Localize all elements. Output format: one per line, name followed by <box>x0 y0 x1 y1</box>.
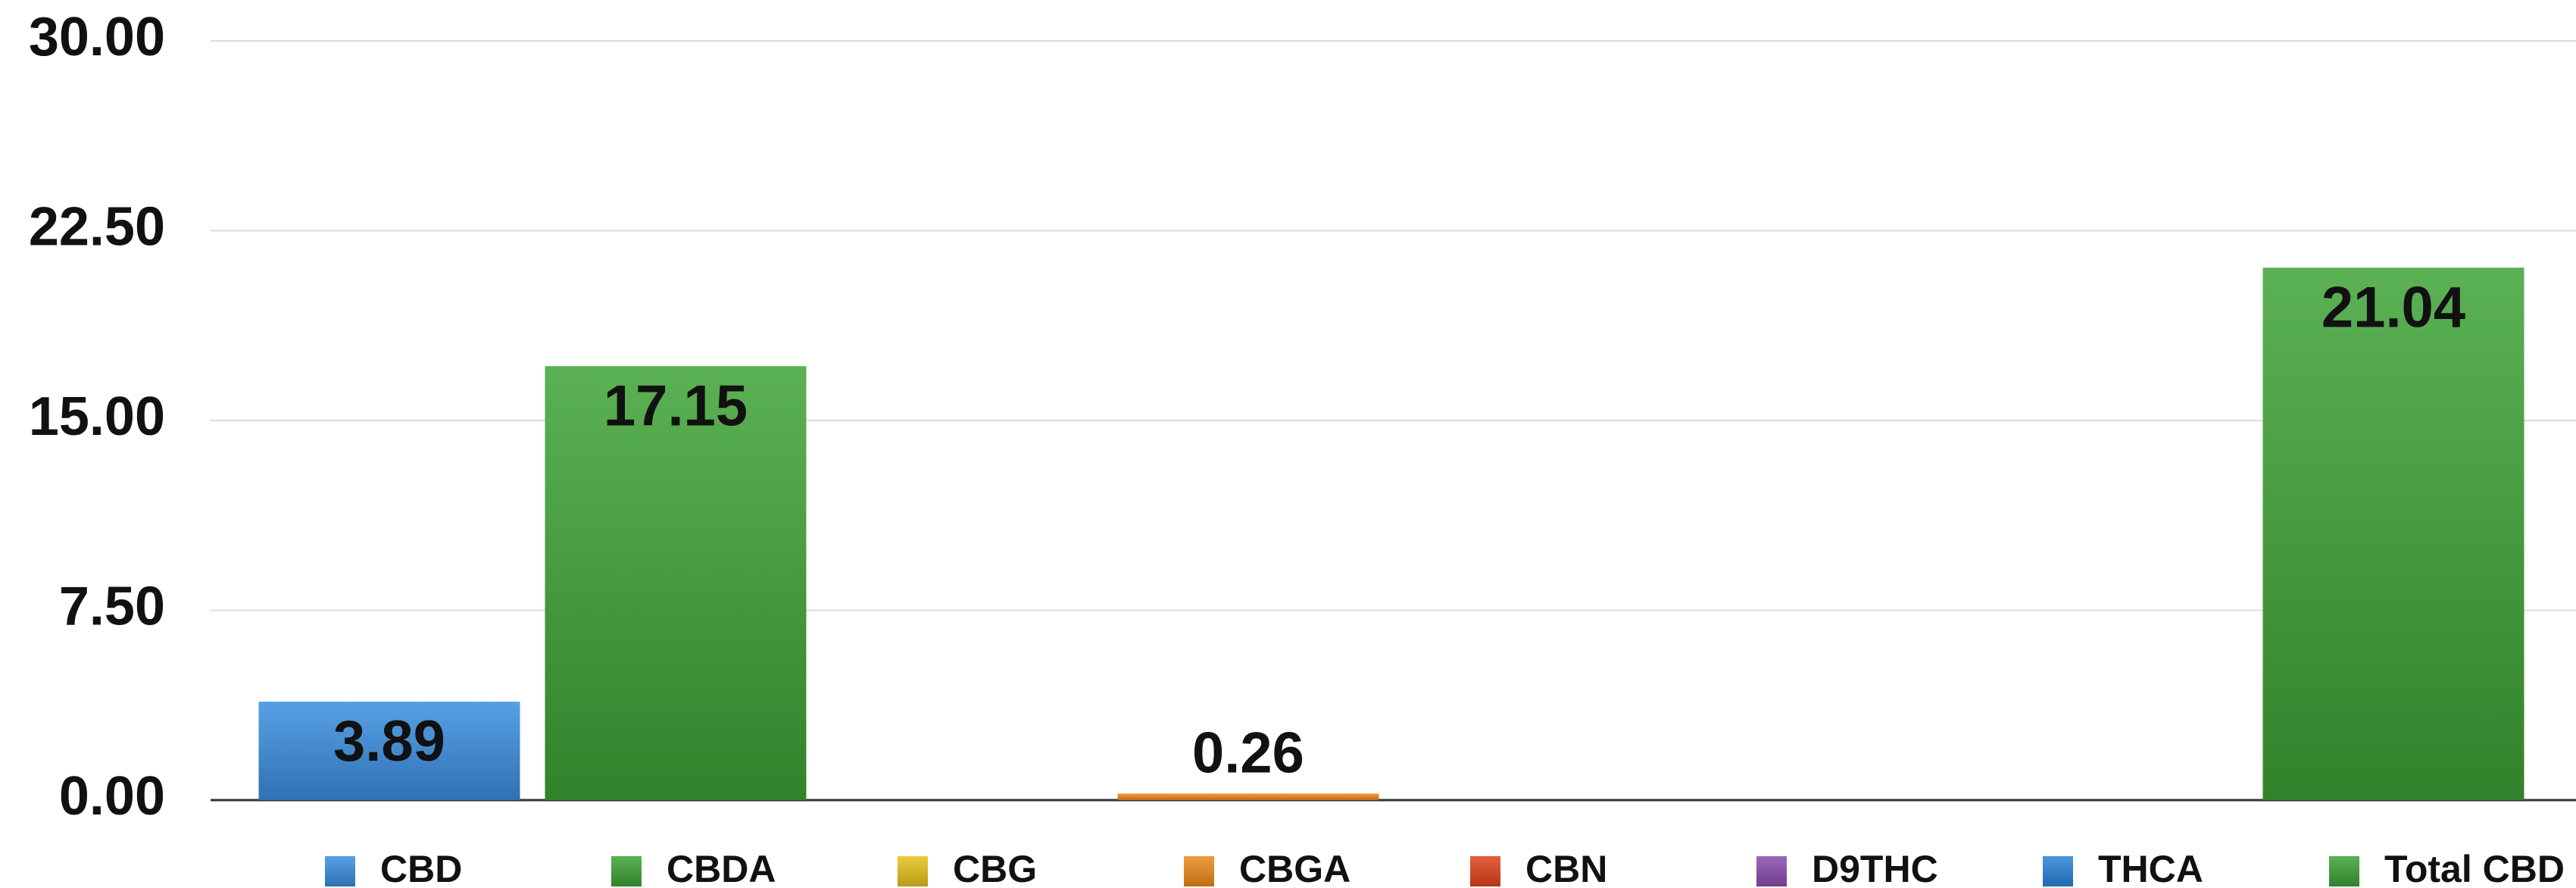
y-tick-label: 15.00 <box>29 386 165 447</box>
bar <box>258 702 520 800</box>
legend-swatch <box>1184 856 1214 886</box>
legend-label: CBD <box>380 848 462 888</box>
bar <box>545 366 807 800</box>
legend-swatch <box>2043 856 2073 886</box>
legend-label: CBGA <box>1239 848 1350 888</box>
legend-swatch <box>1470 856 1500 886</box>
value-label: 3.89 <box>333 709 445 774</box>
legend-label: D9THC <box>1812 848 1938 888</box>
legend-label: Total CBD <box>2384 848 2565 888</box>
legend-swatch <box>898 856 928 886</box>
bar <box>1117 793 1379 800</box>
bar <box>2262 267 2524 800</box>
value-label: 21.04 <box>2322 275 2465 339</box>
legend-swatch <box>325 856 355 886</box>
value-label: 0.26 <box>1192 721 1304 785</box>
value-label: 17.15 <box>604 374 748 438</box>
y-tick-label: 30.00 <box>29 7 165 67</box>
y-tick-label: 7.50 <box>59 577 165 637</box>
legend-label: THCA <box>2098 848 2203 888</box>
y-tick-label: 0.00 <box>59 766 165 827</box>
legend-swatch <box>611 856 642 886</box>
legend-swatch <box>2329 856 2359 886</box>
legend-swatch <box>1756 856 1787 886</box>
legend-label: CBDA <box>667 848 776 888</box>
legend-label: CBG <box>953 848 1037 888</box>
legend-label: CBN <box>1525 848 1607 888</box>
y-tick-label: 22.50 <box>29 197 165 258</box>
